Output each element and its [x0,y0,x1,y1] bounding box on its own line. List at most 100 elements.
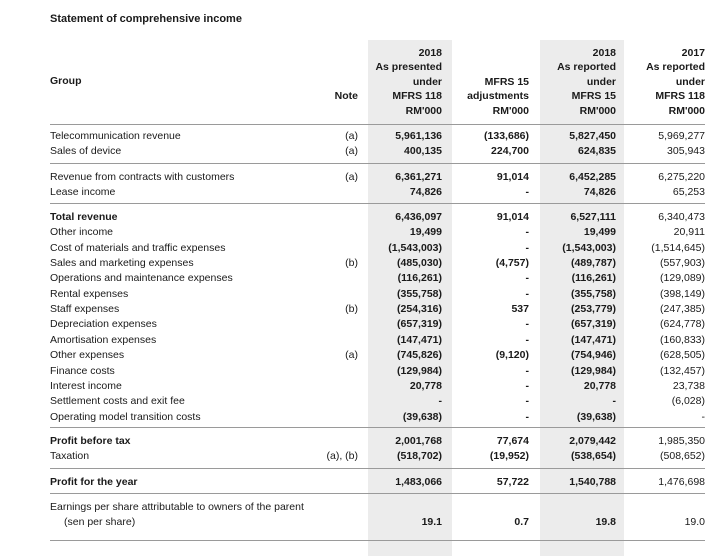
value-cell: 23,738 [672,379,705,392]
value-cell: 6,275,220 [658,171,705,183]
value-cell: (147,471) [571,333,616,346]
value-cell: - [525,410,530,423]
value-cell: - [525,333,530,346]
value-cell: (518,702) [397,450,442,463]
value-cell: - [525,364,530,377]
value-cell: (508,652) [660,450,705,463]
section-rule [50,493,705,494]
column-header: As presented [375,61,442,74]
value-cell: (247,385) [660,303,705,316]
section-rule [50,163,705,164]
value-cell: 19.0 [684,516,705,528]
value-cell: 0.7 [514,516,529,528]
value-cell: (745,826) [397,349,442,362]
value-cell: 1,985,350 [658,435,705,447]
value-cell: 2,079,442 [569,435,616,447]
column-header: RM'000 [405,105,442,117]
value-cell: (133,686) [484,130,529,142]
column-header: MFRS 15 [484,75,529,88]
value-cell: 6,361,271 [395,171,442,183]
column-header: As reported [557,61,616,74]
column-shade [540,40,624,556]
column-header: RM'000 [492,105,529,117]
value-cell: - [525,287,530,300]
row-label: Rental expenses [50,287,129,300]
value-cell: 6,452,285 [569,171,616,183]
column-shade [368,40,452,556]
value-cell: (355,758) [571,287,616,300]
value-cell: 6,340,473 [658,211,705,223]
value-cell: 91,014 [496,211,529,223]
value-cell: (1,514,645) [651,241,705,254]
column-header: 2018 [418,46,442,59]
row-label: Cost of materials and traffic expenses [50,241,226,254]
row-label: Operating model transition costs [50,410,201,423]
value-cell: - [525,241,530,254]
value-cell: (160,833) [660,333,705,346]
value-cell: 537 [511,303,529,316]
row-note: (a) [345,145,358,158]
row-label: Finance costs [50,364,115,377]
section-rule [50,203,705,204]
value-cell: 5,969,277 [658,130,705,142]
column-header: 2017 [681,46,705,59]
row-label: Interest income [50,379,122,392]
row-note: (b) [345,257,358,270]
value-cell: 19,499 [583,226,616,239]
row-label: Lease income [50,186,116,199]
value-cell: 20,778 [409,379,442,392]
value-cell: 19.8 [595,516,616,528]
header-rule [50,124,705,125]
row-label: Sales and marketing expenses [50,257,194,270]
value-cell: (489,787) [571,257,616,270]
row-label: Telecommunication revenue [50,130,181,142]
column-header: 2018 [592,46,616,59]
value-cell: - [525,395,530,408]
value-cell: (116,261) [397,272,442,285]
value-cell: - [701,410,706,423]
column-header: under [675,75,705,88]
value-cell: (657,319) [571,318,616,331]
value-cell: 6,436,097 [395,211,442,223]
value-cell: 224,700 [491,145,529,158]
value-cell: 2,001,768 [395,435,442,447]
value-cell: (19,952) [489,450,529,463]
value-cell: 57,722 [496,476,529,488]
value-cell: (557,903) [660,257,705,270]
value-cell: (355,758) [397,287,442,300]
value-cell: - [438,395,443,408]
row-note: (b) [345,303,358,316]
row-label: Depreciation expenses [50,318,157,331]
row-label: Profit for the year [50,476,138,488]
value-cell: 305,943 [667,145,705,158]
value-cell: 74,826 [583,186,616,199]
value-cell: 65,253 [672,186,705,199]
value-cell: - [525,186,530,199]
column-header: MFRS 15 [571,90,616,103]
value-cell: (253,779) [571,303,616,316]
value-cell: 19,499 [409,226,442,239]
value-cell: (9,120) [495,349,529,362]
value-cell: - [612,395,617,408]
value-cell: 1,476,698 [658,476,705,488]
row-label: Staff expenses [50,303,120,316]
value-cell: (398,149) [660,287,705,300]
row-label: Revenue from contracts with customers [50,171,235,183]
value-cell: (657,319) [397,318,442,331]
value-cell: (4,757) [495,257,529,270]
column-header: MFRS 118 [392,90,442,103]
row-note: (a) [345,130,358,142]
note-header: Note [334,90,358,102]
section-rule [50,468,705,469]
value-cell: 5,961,136 [395,130,442,142]
row-note: (a), (b) [326,450,359,463]
column-header: adjustments [467,90,529,103]
column-header: RM'000 [668,105,705,117]
value-cell: (1,543,003) [388,241,442,254]
value-cell: 400,135 [404,145,442,158]
column-header: As reported [646,61,705,74]
value-cell: (147,471) [397,333,442,346]
row-label: Settlement costs and exit fee [50,395,185,408]
value-cell: (624,778) [660,318,705,331]
